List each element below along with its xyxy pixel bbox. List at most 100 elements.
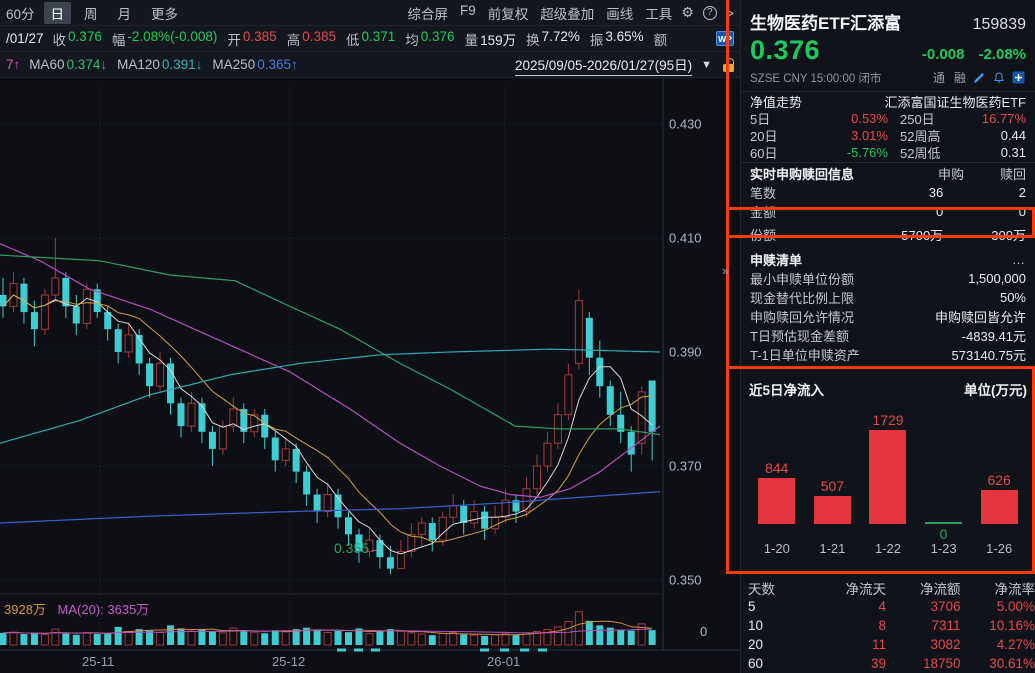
stat-value: 0.44	[1000, 128, 1026, 143]
net-inflow-bar-chart: 844 507 1729 0 626	[749, 400, 1027, 542]
alert-bell-icon[interactable]	[991, 71, 1006, 84]
flow-bar-value: 0	[939, 526, 948, 542]
quote-field-label: 换	[526, 32, 540, 48]
quote-bar: /01/27 收 0.376 幅 -2.08%(-0.008) 开 0.385 高 0.385…	[0, 26, 740, 52]
menu-工具[interactable]: 工具	[645, 6, 673, 22]
quote-field-value: 3.65%	[605, 28, 644, 44]
redeem-row-申购赎回允许情况: 申购赎回允许情况 申购赎回皆允许	[750, 307, 1026, 326]
quote-field-label: 均	[405, 32, 419, 48]
quote-field-value: -2.08%(-0.008)	[127, 28, 218, 44]
subscribe-row-金额: 金额 0 0	[750, 202, 1026, 221]
flow-table-cell: 39	[871, 656, 887, 671]
redeem-row-value: 1,500,000	[968, 271, 1026, 286]
flow-table-header-cell: 净流额	[920, 581, 961, 597]
flow-bar-value: 626	[987, 472, 1011, 488]
volume-ma-label: MA(20): 3635万	[57, 602, 150, 617]
flow-table-cell: 3082	[930, 637, 961, 652]
menu-前复权[interactable]: 前复权	[487, 6, 529, 22]
chevron-right-icon[interactable]: >	[725, 4, 734, 21]
ma-value: 0.365↑	[257, 57, 298, 72]
flow-bar-value: 1729	[872, 412, 904, 428]
ma-line-MA60	[0, 254, 661, 436]
subscribe-buy-value: 5700万	[901, 227, 944, 243]
tab-月[interactable]: 月	[117, 6, 132, 22]
margin-tag-tong: 通	[932, 71, 945, 85]
flow-table-cell: 10.16%	[989, 618, 1035, 633]
help-icon[interactable]: ?	[702, 5, 717, 20]
stat-value: -5.76%	[846, 145, 888, 160]
subscribe-section-header: 实时申购赎回信息 申购 赎回	[750, 164, 1026, 183]
redeem-row-T日预估现金差额: T日预估现金差额 -4839.41元	[750, 326, 1026, 345]
quote-field-高: 高 0.385	[287, 29, 336, 49]
redeem-row-label: T日预估现金差额	[750, 329, 849, 344]
menu-超级叠加[interactable]: 超级叠加	[540, 6, 595, 22]
instrument-name: 生物医药ETF汇添富	[750, 14, 902, 33]
fund-full-name: 汇添富国证生物医药ETF	[884, 95, 1026, 110]
net-inflow-header: 近5日净流入 单位(万元)	[749, 378, 1027, 400]
tab-更多[interactable]: 更多	[151, 6, 179, 22]
nav-title: 净值走势	[750, 95, 803, 110]
redeem-row-value: 申购赎回皆允许	[934, 310, 1026, 325]
quote-field-value: 0.371	[361, 28, 396, 44]
tab-周[interactable]: 周	[84, 6, 98, 22]
nav-section-header: 净值走势 汇添富国证生物医药ETF	[750, 93, 1026, 110]
volume-current-label: 3928万	[4, 602, 46, 617]
flow-bar-date: 1-22	[874, 541, 901, 556]
flow-table-cell: 7311	[931, 618, 961, 633]
panel-collapse-handle[interactable]: »	[722, 263, 730, 278]
flow-table-row: 5 4 3706 5.00%	[741, 597, 1035, 616]
price-change: -0.008	[921, 46, 965, 63]
wps-doc-icon[interactable]: WP	[716, 31, 734, 46]
redeem-row-T-1日单位申赎资产: T-1日单位申赎资产 573140.75元	[750, 345, 1026, 364]
ma-value: 0.374↓	[66, 57, 108, 72]
stat-label: 52周高	[899, 129, 941, 144]
price-annotation-0355: 0.355→	[334, 540, 383, 556]
margin-tag-rong: 融	[953, 71, 966, 85]
period-tabs: 日周 月 更多	[43, 1, 186, 24]
market-status-row: SZSE CNY 15:00:00 闭市 通 融	[741, 66, 1035, 90]
date-range-selector[interactable]: 2025/09/05-2026/01/27(95日)	[514, 54, 693, 76]
kline-chart-area[interactable]: 0.430 0.410 0.390 0.370 0.350 25-11 25-12 26-01…	[0, 78, 740, 673]
flow-bar-date: 1-26	[986, 541, 1013, 556]
quote-fields: 收 0.376 幅 -2.08%(-0.008) 开 0.385 高 0.385 低 0.371 均…	[53, 29, 668, 49]
stat-label: 20日	[750, 129, 778, 144]
tab-日[interactable]: 日	[43, 1, 72, 24]
quote-field-label: 振	[589, 32, 604, 48]
time-axis-label: 25-12	[272, 654, 305, 669]
candlestick-chart[interactable]: 0.430 0.410 0.390 0.370 0.350 25-11 25-12 26-01…	[0, 78, 740, 673]
menu-综合屏[interactable]: 综合屏	[407, 6, 448, 22]
redeem-list-title: 申赎清单	[750, 253, 803, 268]
flow-table-cell: 3706	[930, 599, 961, 614]
quote-field-value: 0.376	[68, 28, 102, 44]
flow-bar-1-22: 1729	[860, 412, 916, 524]
menu-F9[interactable]: F9	[459, 2, 476, 18]
subscribe-row-label: 份额	[750, 227, 777, 243]
redeem-row-现金替代比例上限: 现金替代比例上限 50%	[750, 288, 1026, 307]
quote-field-label: 幅	[111, 32, 126, 48]
net-inflow-title: 近5日净流入	[749, 383, 825, 398]
ma-label: MA250	[212, 57, 256, 72]
dropdown-caret-icon[interactable]: ▼	[701, 58, 712, 71]
flow-table-cell: 5	[748, 599, 756, 614]
redeem-row-value: 573140.75元	[951, 348, 1026, 363]
flow-bar-date: 1-23	[930, 541, 957, 556]
period-60min[interactable]: 60分	[6, 6, 35, 22]
more-ellipsis-icon[interactable]: …	[1012, 252, 1026, 267]
redeem-row-label: 现金替代比例上限	[750, 291, 855, 306]
nav-stat-row: 60日 -5.76% 52周低 0.31	[750, 144, 1026, 161]
quote-field-均: 均 0.376	[405, 29, 454, 49]
edit-pencil-icon[interactable]	[971, 71, 986, 84]
subscribe-header-label: 实时申购赎回信息	[750, 167, 855, 182]
flow-table-cell: 4	[878, 599, 887, 614]
quote-field-value: 7.72%	[541, 28, 580, 44]
ma-value: 0.391↓	[161, 57, 203, 72]
divider	[741, 162, 1035, 163]
add-plus-icon[interactable]	[1011, 71, 1026, 84]
flow-table-cell: 4.27%	[996, 637, 1035, 652]
ma-label: MA120	[117, 57, 160, 72]
gear-icon[interactable]: ⚙	[681, 4, 694, 20]
menu-画线[interactable]: 画线	[606, 6, 634, 22]
price-change-pct: -2.08%	[978, 46, 1026, 63]
flow-bar-rect	[980, 490, 1018, 524]
flow-table-header-cell: 净流天	[845, 581, 887, 597]
